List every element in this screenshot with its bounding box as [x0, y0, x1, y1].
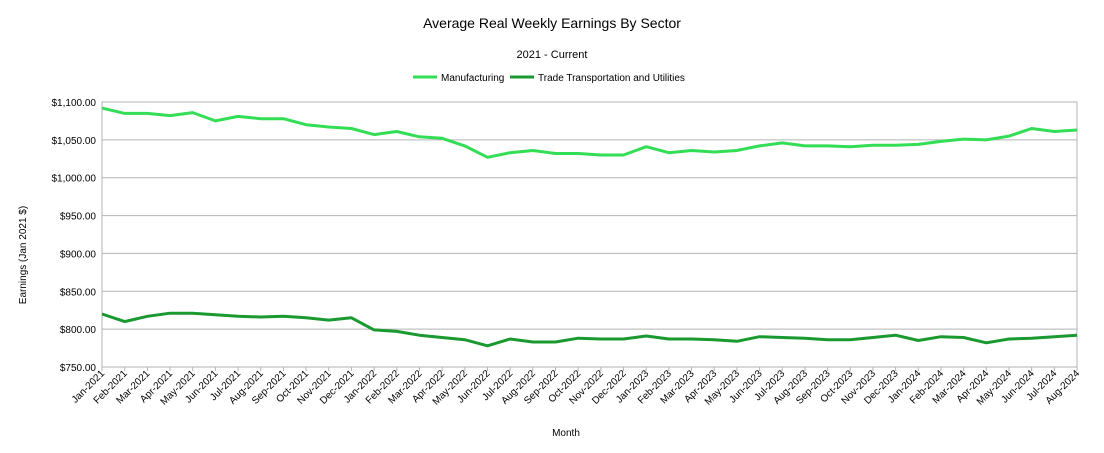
chart-title: Average Real Weekly Earnings By Sector — [423, 15, 681, 31]
legend-label-manufacturing: Manufacturing — [441, 73, 504, 84]
y-tick-label: $1,000.00 — [52, 174, 97, 185]
y-axis-label: Earnings (Jan 2021 $) — [18, 206, 29, 304]
chart-subtitle: 2021 - Current — [517, 49, 588, 61]
series-lines — [101, 106, 1078, 348]
series-line-trade-transportation-utilities — [101, 311, 1078, 348]
legend: Manufacturing Trade Transportation and U… — [413, 73, 685, 84]
y-tick-label: $1,100.00 — [52, 98, 97, 109]
y-tick-label: $950.00 — [60, 212, 97, 223]
legend-label-trade: Trade Transportation and Utilities — [538, 73, 685, 84]
y-tick-label: $1,050.00 — [52, 136, 97, 147]
y-tick-label: $900.00 — [60, 249, 97, 260]
x-axis-ticks: Jan-2021Feb-2021Mar-2021Apr-2021May-2021… — [70, 367, 1082, 408]
y-tick-label: $750.00 — [60, 363, 97, 374]
x-axis-label: Month — [552, 428, 580, 439]
series-line-manufacturing — [101, 106, 1078, 159]
y-tick-label: $850.00 — [60, 287, 97, 298]
y-tick-label: $800.00 — [60, 325, 97, 336]
plot-area-border — [101, 101, 1078, 368]
y-axis-ticks: $750.00 $800.00 $850.00 $900.00 $950.00 $1,00… — [52, 98, 97, 374]
